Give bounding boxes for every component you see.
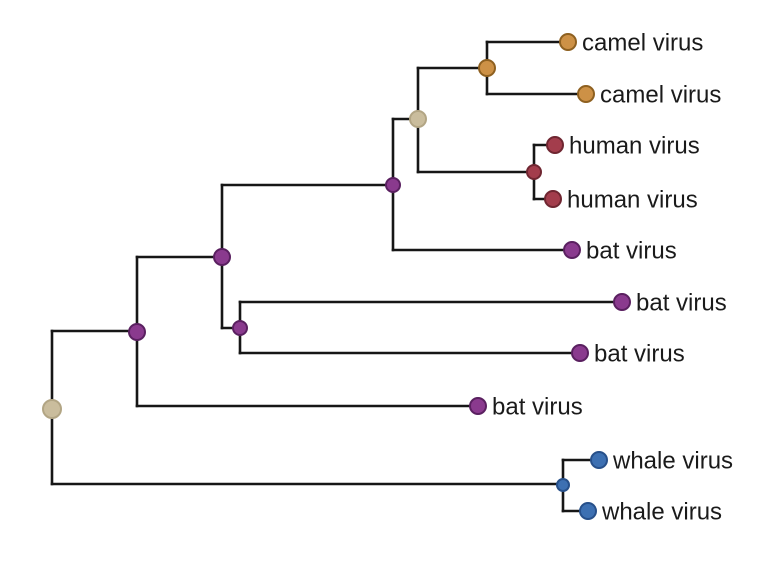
tip-label: bat virus — [586, 238, 677, 265]
tip-node-camel — [559, 33, 577, 51]
tip-label: bat virus — [636, 290, 727, 317]
internal-node-human — [526, 164, 542, 180]
tip-label: bat virus — [594, 341, 685, 368]
tip-label: human virus — [567, 187, 698, 214]
tip-node-whale — [579, 502, 597, 520]
tip-node-whale — [590, 451, 608, 469]
tip-label: camel virus — [582, 30, 703, 57]
tip-node-human — [546, 136, 564, 154]
internal-node-bat — [213, 248, 231, 266]
internal-node-whale — [556, 478, 570, 492]
internal-node-ancestral — [42, 399, 62, 419]
tip-node-bat — [469, 397, 487, 415]
tip-node-human — [544, 190, 562, 208]
tip-node-bat — [613, 293, 631, 311]
internal-node-bat — [128, 323, 146, 341]
internal-node-bat — [385, 177, 401, 193]
tip-node-camel — [577, 85, 595, 103]
tip-label: bat virus — [492, 394, 583, 421]
tip-label: camel virus — [600, 82, 721, 109]
tip-label: whale virus — [612, 448, 733, 475]
internal-node-bat — [232, 320, 248, 336]
tip-node-bat — [563, 241, 581, 259]
tip-label: human virus — [569, 133, 700, 160]
internal-node-ancestral — [409, 110, 427, 128]
internal-node-camel — [478, 59, 496, 77]
tip-node-bat — [571, 344, 589, 362]
tip-label: whale virus — [601, 499, 722, 526]
